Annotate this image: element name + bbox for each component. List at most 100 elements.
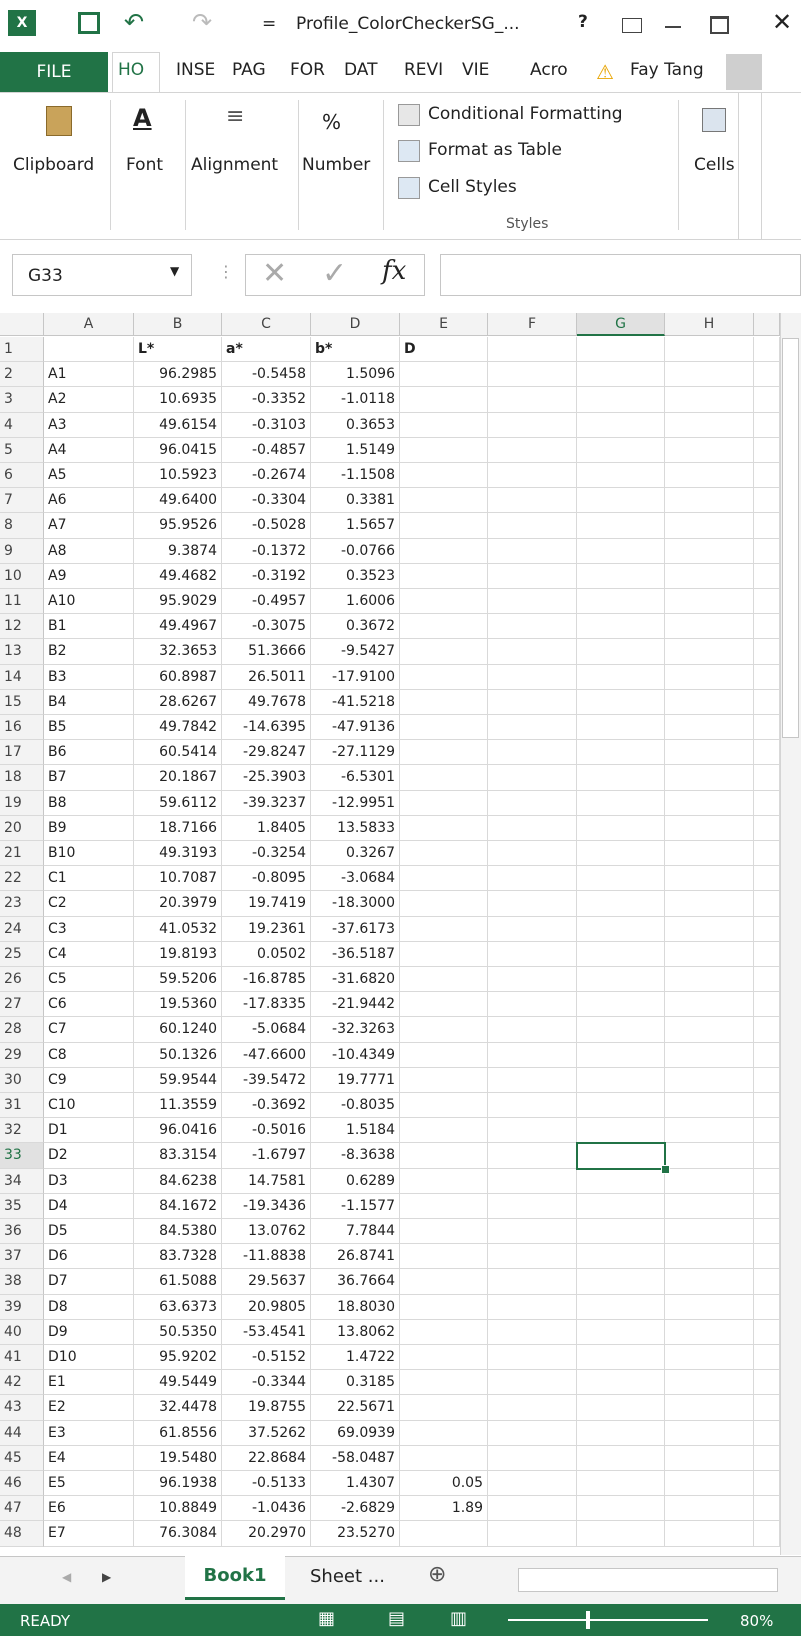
empty-cell[interactable]	[400, 1521, 488, 1547]
empty-cell[interactable]	[488, 841, 577, 867]
empty-cell[interactable]	[754, 916, 780, 942]
empty-cell[interactable]	[665, 1042, 754, 1068]
cell[interactable]: 1.5657	[311, 513, 400, 539]
row-header[interactable]: 25	[0, 941, 44, 967]
empty-cell[interactable]	[488, 1370, 577, 1396]
cell[interactable]: 49.6400	[134, 488, 222, 514]
empty-cell[interactable]	[754, 1093, 780, 1119]
empty-cell[interactable]	[488, 589, 577, 615]
break-view[interactable]: ▥	[450, 1608, 468, 1629]
empty-cell[interactable]	[754, 1143, 780, 1169]
cell[interactable]: 96.2985	[134, 362, 222, 388]
undo-button[interactable]: ↶	[124, 8, 145, 36]
empty-cell[interactable]	[577, 1017, 665, 1043]
cell[interactable]: -0.5133	[222, 1471, 311, 1497]
cell[interactable]: -0.3254	[222, 841, 311, 867]
empty-cell[interactable]	[488, 715, 577, 741]
cell[interactable]: A1	[44, 362, 134, 388]
cell[interactable]: -1.0118	[311, 387, 400, 413]
zoom-level[interactable]: 80%	[740, 1612, 774, 1630]
empty-cell[interactable]	[400, 1420, 488, 1446]
empty-cell[interactable]	[400, 1118, 488, 1144]
redo-button[interactable]: ↷	[192, 8, 213, 36]
cell[interactable]: -37.6173	[311, 916, 400, 942]
cell[interactable]: A9	[44, 563, 134, 589]
empty-cell[interactable]	[665, 815, 754, 841]
empty-cell[interactable]	[665, 387, 754, 413]
cell[interactable]: b*	[311, 337, 400, 363]
empty-cell[interactable]	[488, 488, 577, 514]
row-header[interactable]: 18	[0, 765, 44, 791]
cells-group[interactable]: Cells	[694, 155, 735, 175]
empty-cell[interactable]	[488, 1445, 577, 1471]
empty-cell[interactable]	[754, 1168, 780, 1194]
cell[interactable]: -47.9136	[311, 715, 400, 741]
empty-cell[interactable]	[665, 1395, 754, 1421]
column-header[interactable]: F	[488, 313, 577, 336]
formula-input[interactable]	[440, 254, 801, 296]
cell[interactable]: A2	[44, 387, 134, 413]
row-header[interactable]: 32	[0, 1118, 44, 1144]
next-sheet[interactable]: ▶	[102, 1570, 112, 1584]
empty-cell[interactable]	[44, 337, 134, 363]
number-group[interactable]: Number	[302, 155, 371, 175]
cell[interactable]: 29.5637	[222, 1269, 311, 1295]
cell[interactable]: 32.4478	[134, 1395, 222, 1421]
empty-cell[interactable]	[400, 1168, 488, 1194]
cell[interactable]: 0.0502	[222, 941, 311, 967]
cell[interactable]: -41.5218	[311, 689, 400, 715]
empty-cell[interactable]	[488, 790, 577, 816]
empty-cell[interactable]	[400, 1093, 488, 1119]
cell[interactable]: -27.1129	[311, 740, 400, 766]
row-header[interactable]: 29	[0, 1042, 44, 1068]
empty-cell[interactable]	[754, 563, 780, 589]
cell[interactable]: D10	[44, 1345, 134, 1371]
row-header[interactable]: 31	[0, 1093, 44, 1119]
empty-cell[interactable]	[577, 992, 665, 1018]
cell[interactable]: -0.4857	[222, 437, 311, 463]
cell[interactable]: 96.1938	[134, 1471, 222, 1497]
insert-function[interactable]: fx	[382, 256, 407, 286]
column-header[interactable]: H	[665, 313, 754, 336]
empty-cell[interactable]	[665, 891, 754, 917]
cell[interactable]: 60.1240	[134, 1017, 222, 1043]
empty-cell[interactable]	[400, 362, 488, 388]
cell[interactable]: B8	[44, 790, 134, 816]
close-button[interactable]: ✕	[772, 8, 793, 36]
cell[interactable]: 96.0415	[134, 437, 222, 463]
cell[interactable]: E6	[44, 1496, 134, 1522]
empty-cell[interactable]	[754, 1118, 780, 1144]
cell[interactable]: 7.7844	[311, 1219, 400, 1245]
ribbon-display-button[interactable]	[622, 18, 642, 33]
cell[interactable]: A10	[44, 589, 134, 615]
empty-cell[interactable]	[665, 1370, 754, 1396]
empty-cell[interactable]	[488, 614, 577, 640]
cell[interactable]: -17.8335	[222, 992, 311, 1018]
cell[interactable]: -0.3192	[222, 563, 311, 589]
row-header[interactable]: 42	[0, 1370, 44, 1396]
column-header[interactable]: A	[44, 313, 134, 336]
empty-cell[interactable]	[400, 412, 488, 438]
empty-cell[interactable]	[577, 362, 665, 388]
empty-cell[interactable]	[665, 1017, 754, 1043]
ribbon-tab[interactable]: Acro	[530, 60, 568, 80]
new-sheet[interactable]: ⊕	[428, 1562, 447, 1587]
minimize-button[interactable]	[665, 26, 681, 28]
cell[interactable]: 0.3672	[311, 614, 400, 640]
empty-cell[interactable]	[577, 664, 665, 690]
cell[interactable]: -53.4541	[222, 1319, 311, 1345]
cell[interactable]: D2	[44, 1143, 134, 1169]
cell[interactable]: 22.8684	[222, 1445, 311, 1471]
empty-cell[interactable]	[577, 1445, 665, 1471]
empty-cell[interactable]	[400, 790, 488, 816]
cell[interactable]: C4	[44, 941, 134, 967]
cell[interactable]: D8	[44, 1294, 134, 1320]
empty-cell[interactable]	[400, 488, 488, 514]
empty-cell[interactable]	[577, 1093, 665, 1119]
cell[interactable]: C10	[44, 1093, 134, 1119]
file-tab[interactable]: FILE	[0, 52, 108, 92]
empty-cell[interactable]	[577, 715, 665, 741]
empty-cell[interactable]	[665, 412, 754, 438]
empty-cell[interactable]	[665, 1445, 754, 1471]
empty-cell[interactable]	[488, 387, 577, 413]
